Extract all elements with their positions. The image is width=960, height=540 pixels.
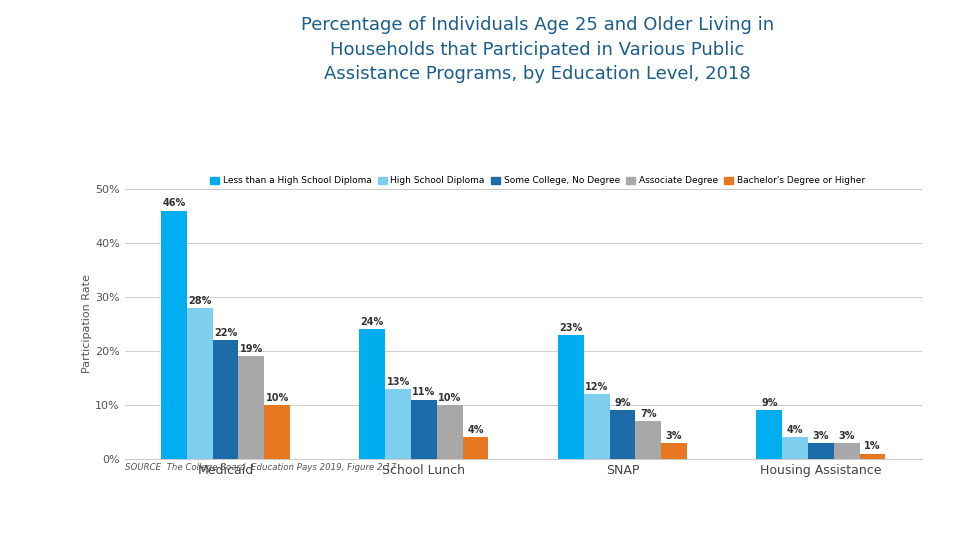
Text: SOURCE  The College Board, Education Pays 2019, Figure 2.17: SOURCE The College Board, Education Pays… (125, 463, 396, 472)
Text: 7%: 7% (640, 409, 657, 419)
Bar (212, 340, 238, 459)
Y-axis label: Participation Rate: Participation Rate (82, 274, 92, 374)
Bar (264, 405, 290, 459)
Text: 23%: 23% (560, 322, 583, 333)
Bar (238, 356, 264, 459)
Bar (463, 437, 489, 459)
Bar (359, 329, 385, 459)
Text: 4%: 4% (468, 425, 484, 435)
Bar (584, 394, 610, 459)
Bar (558, 335, 584, 459)
Text: 10%: 10% (438, 393, 462, 403)
Bar (661, 443, 687, 459)
Text: 3%: 3% (812, 430, 829, 441)
Text: 13%: 13% (387, 376, 410, 387)
Bar (610, 410, 636, 459)
Bar (859, 454, 885, 459)
Bar (187, 308, 212, 459)
Text: 46%: 46% (162, 198, 185, 208)
Text: 19%: 19% (240, 344, 263, 354)
Bar (385, 389, 411, 459)
Text: 1%: 1% (864, 441, 880, 451)
Text: Ω CollegeBoard: Ω CollegeBoard (851, 521, 931, 531)
Text: 3%: 3% (838, 430, 855, 441)
Text: 28%: 28% (188, 295, 211, 306)
Bar (834, 443, 859, 459)
Text: 4%: 4% (787, 425, 804, 435)
Text: Percentage of Individuals Age 25 and Older Living in
Households that Participate: Percentage of Individuals Age 25 and Old… (301, 16, 774, 83)
Legend: Less than a High School Diploma, High School Diploma, Some College, No Degree, A: Less than a High School Diploma, High Sc… (208, 174, 867, 187)
Text: 10%: 10% (266, 393, 289, 403)
Text: 9%: 9% (761, 398, 778, 408)
Bar (808, 443, 834, 459)
Bar (411, 400, 437, 459)
Text: 9%: 9% (614, 398, 631, 408)
Text: 24%: 24% (361, 317, 384, 327)
Text: 11%: 11% (413, 387, 436, 397)
Bar (756, 410, 782, 459)
Text: Education Pays 2019: Education Pays 2019 (425, 521, 535, 531)
Bar (161, 211, 187, 459)
Text: For detailed data, visit trends.collegeboard.org.: For detailed data, visit trends.collegeb… (14, 521, 263, 531)
Bar (636, 421, 661, 459)
Text: 22%: 22% (214, 328, 237, 338)
Bar (782, 437, 808, 459)
Bar (437, 405, 463, 459)
Text: 12%: 12% (585, 382, 609, 392)
Text: 3%: 3% (666, 430, 683, 441)
